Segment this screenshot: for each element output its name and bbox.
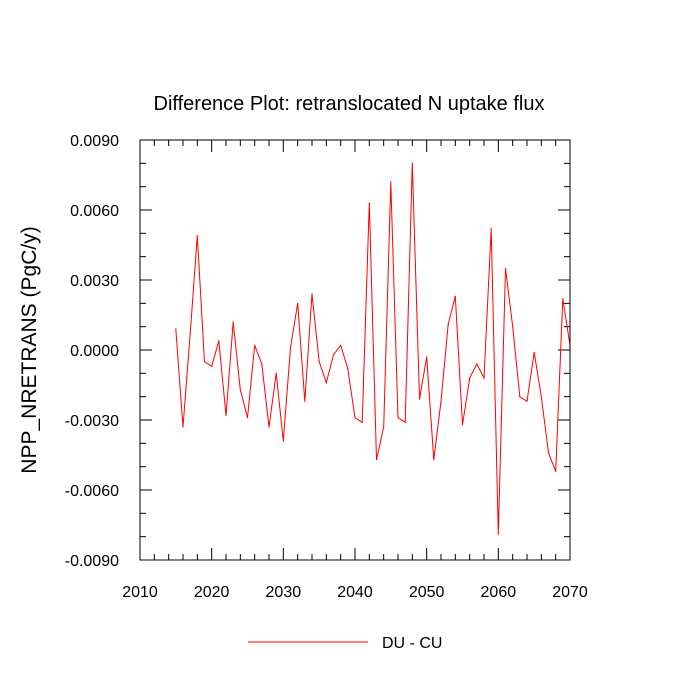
data-point (318, 361, 320, 363)
data-point (189, 333, 191, 335)
x-tick-label: 2010 (122, 584, 158, 601)
data-point (397, 417, 399, 419)
chart-title: Difference Plot: retranslocated N uptake… (154, 93, 545, 115)
data-point (239, 389, 241, 391)
data-point (461, 424, 464, 426)
data-point (268, 426, 270, 428)
data-point (390, 181, 392, 183)
data-point (196, 235, 198, 237)
data-point (203, 361, 206, 363)
data-point (519, 396, 521, 398)
data-point (512, 326, 514, 328)
legend-label-du-cu: DU - CU (382, 635, 442, 652)
data-point (375, 459, 378, 461)
data-point (311, 293, 313, 295)
y-tick-label: 0.0000 (70, 343, 119, 360)
data-point (332, 354, 335, 356)
y-axis-label: NPP_NRETRANS (PgC/y) (18, 226, 41, 473)
data-point (483, 377, 485, 379)
plot-frame (139, 139, 571, 561)
data-point (476, 363, 478, 365)
data-point (347, 368, 349, 370)
y-tick-label: 0.0030 (70, 273, 119, 290)
data-point (275, 372, 277, 374)
data-point (175, 328, 177, 330)
data-point (232, 321, 234, 323)
data-point (504, 267, 507, 269)
data-point (490, 228, 492, 230)
data-point (540, 396, 542, 398)
data-point (218, 340, 220, 342)
legend: DU - CU (248, 635, 442, 652)
data-point (440, 400, 442, 402)
data-point (325, 382, 327, 384)
data-point (297, 302, 299, 304)
data-point (411, 162, 413, 164)
series-line-0 (175, 163, 571, 535)
data-point (246, 417, 249, 419)
y-tick-label: -0.0060 (65, 483, 119, 500)
data-point (282, 440, 284, 442)
plot-series (175, 162, 571, 535)
x-tick-label: 2030 (266, 584, 302, 601)
data-point (304, 400, 306, 402)
data-point (418, 398, 421, 400)
y-tick-label: -0.0090 (65, 553, 119, 570)
data-point (497, 533, 499, 535)
data-point (254, 344, 256, 346)
data-point (383, 426, 385, 428)
data-point (182, 426, 184, 428)
data-point (354, 417, 356, 419)
data-point (447, 323, 449, 325)
x-tick-label: 2050 (409, 584, 445, 601)
data-point (433, 459, 435, 461)
x-tick-label: 2070 (552, 584, 588, 601)
x-tick-label: 2040 (337, 584, 373, 601)
data-point (555, 470, 557, 472)
y-tick-label: -0.0030 (65, 413, 119, 430)
data-point (340, 344, 342, 346)
y-tick-label: 0.0090 (70, 133, 119, 150)
data-point (368, 202, 370, 204)
data-point (261, 363, 263, 365)
x-tick-label: 2020 (194, 584, 230, 601)
data-point (547, 452, 550, 454)
data-point (426, 356, 428, 358)
data-point (526, 400, 528, 402)
data-point (404, 421, 406, 423)
x-tick-label: 2060 (481, 584, 517, 601)
data-point (562, 298, 564, 300)
y-tick-label: 0.0060 (70, 203, 119, 220)
data-point (289, 347, 292, 349)
data-point (533, 351, 535, 353)
axis-ticks (139, 139, 571, 561)
data-point (469, 377, 471, 379)
axis-tick-labels: 2010 2020 2030 2040 2050 2060 2070 -0.0090 -0.00… (65, 133, 588, 601)
data-point (454, 295, 456, 297)
data-point (211, 365, 213, 367)
data-point (225, 414, 227, 416)
data-point (361, 421, 363, 423)
